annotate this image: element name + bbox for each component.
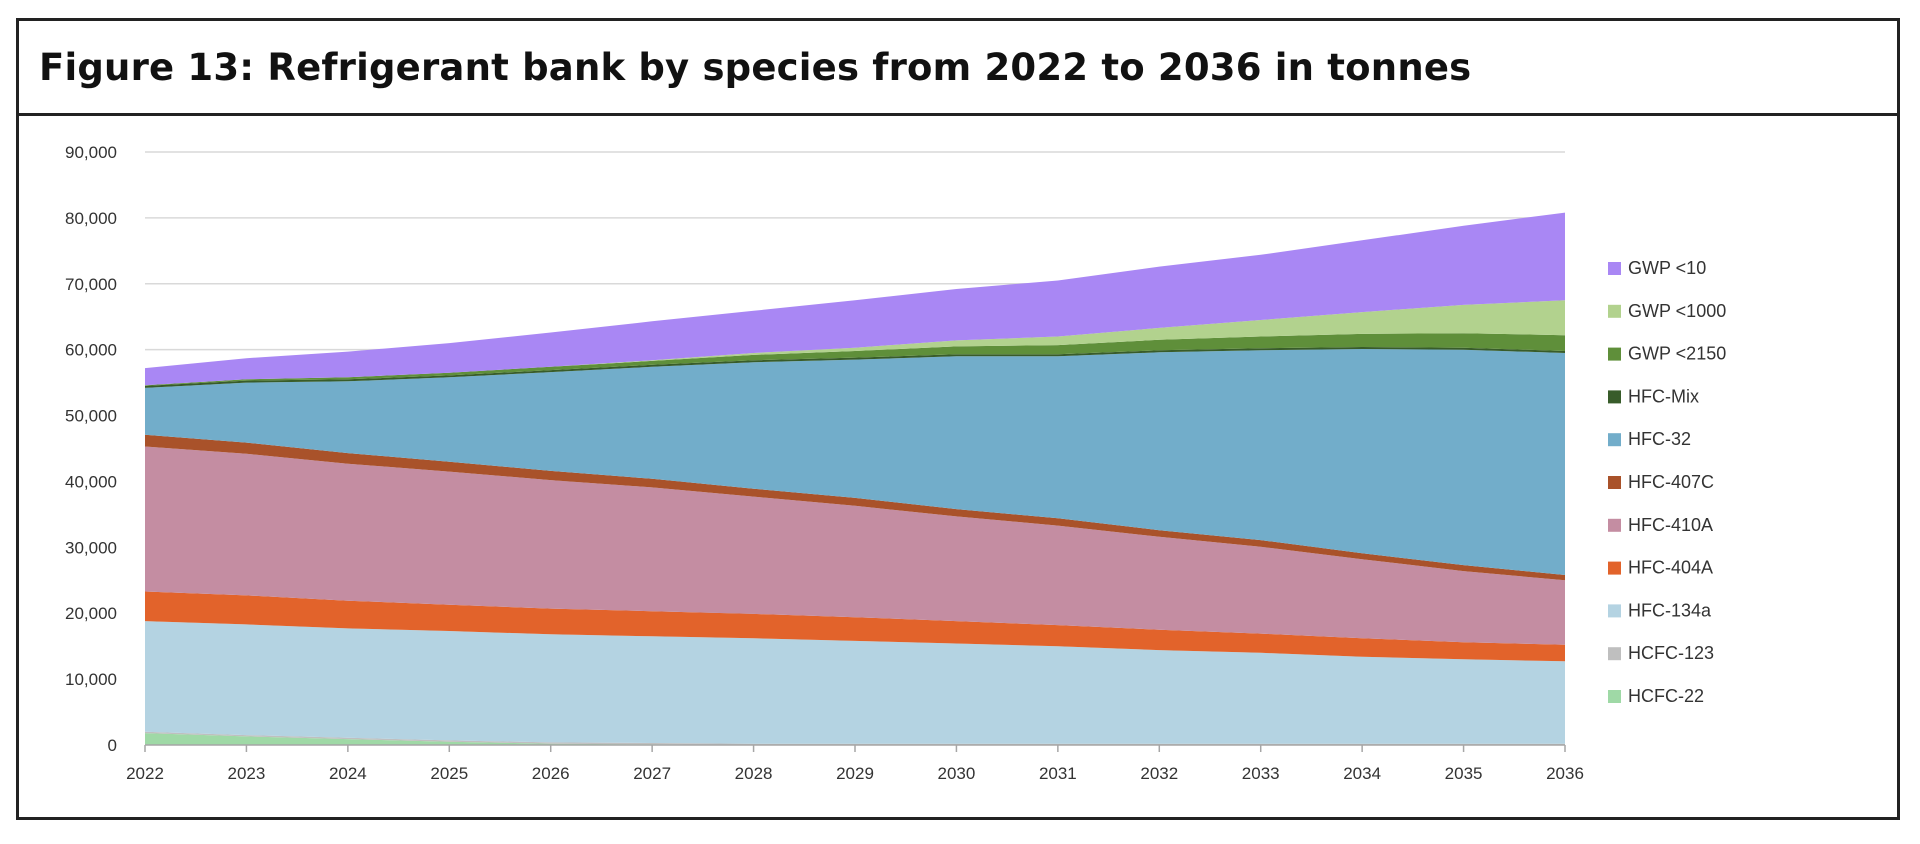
x-tick-label: 2030 — [938, 764, 976, 783]
area-hcfc-22 — [145, 733, 1565, 745]
area-hfc-410a — [145, 446, 1565, 645]
legend-swatch — [1608, 518, 1621, 532]
legend-swatch — [1608, 390, 1621, 404]
x-tick-label: 2022 — [126, 764, 164, 783]
legend-label: HFC-410A — [1628, 515, 1713, 535]
x-tick-label: 2035 — [1445, 764, 1483, 783]
legend-swatch — [1608, 647, 1621, 661]
legend-label: HFC-Mix — [1628, 386, 1699, 406]
y-tick-label: 80,000 — [65, 209, 117, 228]
y-tick-label: 10,000 — [65, 670, 117, 689]
legend-label: GWP <1000 — [1628, 301, 1726, 321]
x-tick-label: 2033 — [1242, 764, 1280, 783]
area-gwp-1000 — [145, 300, 1565, 386]
x-tick-label: 2024 — [329, 764, 367, 783]
x-tick-label: 2036 — [1546, 764, 1584, 783]
x-tick-label: 2027 — [633, 764, 671, 783]
x-tick-label: 2034 — [1343, 764, 1381, 783]
x-tick-label: 2032 — [1140, 764, 1178, 783]
area-gwp-10 — [145, 212, 1565, 386]
legend-label: HFC-407C — [1628, 472, 1714, 492]
legend-swatch — [1608, 476, 1621, 489]
chart-title: Figure 13: Refrigerant bank by species f… — [39, 45, 1472, 89]
legend-swatch — [1608, 304, 1621, 318]
area-hfc-407c — [145, 434, 1565, 581]
area-hfc-134a — [145, 621, 1565, 744]
x-tick-label: 2026 — [532, 764, 570, 783]
legend-swatch — [1608, 433, 1621, 447]
legend-label: HFC-32 — [1628, 429, 1691, 449]
legend-label: GWP <2150 — [1628, 344, 1726, 364]
legend-swatch — [1608, 262, 1621, 275]
area-hfc-32 — [145, 349, 1565, 575]
x-tick-label: 2025 — [430, 764, 468, 783]
y-tick-label: 50,000 — [65, 407, 117, 426]
legend-swatch — [1608, 690, 1621, 703]
y-tick-label: 0 — [108, 736, 117, 755]
x-tick-label: 2023 — [228, 764, 266, 783]
legend-swatch — [1608, 347, 1621, 361]
legend: GWP <10 GWP <1000 GWP <2150 HFC-Mix HFC-32 HF… — [1608, 258, 1726, 706]
legend-label: HFC-134a — [1628, 600, 1712, 620]
area-hfc-404a — [145, 591, 1565, 662]
legend-label: HCFC-22 — [1628, 686, 1704, 706]
legend-swatch — [1608, 561, 1621, 575]
x-axis: 2022 2023 2024 2025 2026 2027 2028 2029 2030 2031… — [126, 744, 1584, 783]
title-bar: Figure 13: Refrigerant bank by species f… — [19, 21, 1897, 116]
y-axis: 0 10,000 20,000 30,000 40,000 50,000 60,000 70,… — [65, 143, 117, 755]
area-gwp-2150 — [145, 333, 1565, 386]
legend-label: HFC-404A — [1628, 558, 1713, 578]
legend-swatch — [1608, 604, 1621, 618]
legend-label: HCFC-123 — [1628, 643, 1714, 663]
x-tick-label: 2029 — [836, 764, 874, 783]
y-tick-label: 60,000 — [65, 341, 117, 360]
y-tick-label: 90,000 — [65, 143, 117, 162]
x-tick-label: 2031 — [1039, 764, 1077, 783]
area-hcfc-123 — [145, 731, 1565, 745]
y-tick-label: 70,000 — [65, 275, 117, 294]
y-tick-label: 40,000 — [65, 472, 117, 491]
legend-label: GWP <10 — [1628, 258, 1706, 278]
y-tick-label: 30,000 — [65, 538, 117, 557]
figure-frame: Figure 13: Refrigerant bank by species f… — [16, 18, 1900, 820]
x-tick-label: 2028 — [735, 764, 773, 783]
y-tick-label: 20,000 — [65, 604, 117, 623]
area-series — [145, 212, 1565, 745]
